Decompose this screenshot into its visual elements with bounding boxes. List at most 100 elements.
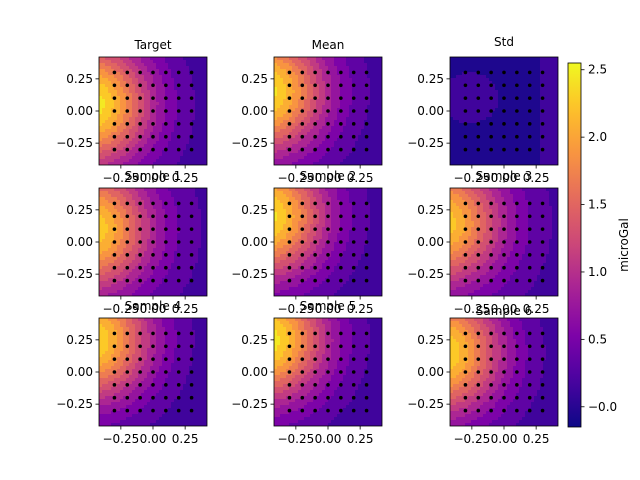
heatmap-cell [165, 212, 169, 216]
heatmap-cell [456, 135, 460, 139]
heatmap-cell [555, 147, 558, 151]
heatmap-cell [328, 114, 332, 118]
heatmap-cell [519, 147, 523, 151]
heatmap-cell [373, 90, 377, 94]
heatmap-cell [156, 239, 160, 243]
heatmap-cell [343, 114, 347, 118]
heatmap-cell [468, 93, 472, 97]
heatmap-cell [156, 63, 160, 67]
heatmap-cell [316, 144, 320, 148]
heatmap-cell [367, 75, 371, 79]
heatmap-cell [168, 230, 172, 234]
heatmap-cell [459, 150, 463, 154]
heatmap-cell [555, 72, 558, 76]
heatmap-cell [343, 123, 347, 127]
heatmap-cell [141, 221, 145, 225]
heatmap-cell [540, 81, 544, 85]
heatmap-cell [153, 75, 157, 79]
heatmap-cell [364, 117, 368, 121]
heatmap-cell [450, 138, 454, 142]
heatmap-cell [156, 99, 160, 103]
heatmap-cell [480, 57, 484, 61]
heatmap-cell [156, 123, 160, 127]
heatmap-cell [150, 212, 154, 216]
heatmap-cell [135, 129, 139, 133]
heatmap-cell [165, 99, 169, 103]
heatmap-cell [177, 81, 181, 85]
heatmap-cell [168, 218, 172, 222]
station-point [151, 83, 155, 88]
heatmap-cell [319, 69, 323, 73]
heatmap-cell [132, 257, 136, 261]
heatmap-cell [126, 281, 130, 285]
heatmap-cell [528, 66, 532, 70]
heatmap-cell [498, 132, 502, 136]
heatmap-cell [159, 206, 163, 210]
heatmap-cell [513, 156, 517, 160]
heatmap-cell [114, 102, 118, 106]
heatmap-cell [105, 156, 109, 160]
heatmap-cell [159, 287, 163, 291]
heatmap-cell [552, 129, 556, 133]
heatmap-cell [159, 114, 163, 118]
heatmap-cell [516, 81, 520, 85]
heatmap-cell [453, 144, 457, 148]
heatmap-cell [126, 60, 130, 64]
heatmap-cell [334, 93, 338, 97]
heatmap-cell [522, 102, 526, 106]
heatmap-cell [114, 111, 118, 115]
heatmap-cell [111, 290, 115, 294]
heatmap-cell [204, 162, 207, 165]
heatmap-cell [376, 111, 380, 115]
heatmap-cell [135, 242, 139, 246]
heatmap-cell [99, 75, 103, 79]
heatmap-cell [361, 66, 365, 70]
heatmap-cell [144, 188, 148, 192]
heatmap-cell [198, 75, 202, 79]
x-tick-label: 0.00 [491, 171, 518, 185]
station-point [176, 134, 181, 139]
heatmap-cell [546, 120, 550, 124]
y-tick-label: −0.25 [231, 136, 268, 150]
heatmap-cell [159, 197, 163, 201]
heatmap-cell [132, 108, 136, 112]
heatmap-cell [337, 156, 341, 160]
heatmap-cell [516, 69, 520, 73]
heatmap-cell [352, 141, 356, 145]
heatmap-cell [141, 254, 145, 258]
heatmap-cell [153, 153, 157, 157]
heatmap-cell [516, 111, 520, 115]
heatmap-cell [352, 78, 356, 82]
heatmap-cell [346, 66, 350, 70]
heatmap-cell [135, 108, 139, 112]
heatmap-cell [280, 75, 284, 79]
heatmap-cell [543, 141, 547, 145]
heatmap-cell [307, 129, 311, 133]
heatmap-cell [162, 203, 166, 207]
heatmap-cell [486, 108, 490, 112]
heatmap-cell [459, 135, 463, 139]
heatmap-cell [135, 126, 139, 130]
panel-target: 0.250.00−0.25−0.25 0.00 0.25 [56, 56, 208, 185]
heatmap-cell [111, 81, 115, 85]
heatmap-cell [456, 72, 460, 76]
heatmap-cell [516, 102, 520, 106]
heatmap-cell [298, 132, 302, 136]
heatmap-cell [370, 117, 374, 121]
heatmap-cell [138, 90, 142, 94]
heatmap-cell [540, 87, 544, 91]
heatmap-cell [528, 138, 532, 142]
heatmap-cell [159, 129, 163, 133]
heatmap-cell [99, 78, 103, 82]
heatmap-cell [349, 126, 353, 130]
heatmap-cell [186, 75, 190, 79]
heatmap-cell [108, 129, 112, 133]
heatmap-cell [528, 78, 532, 82]
heatmap-cell [495, 87, 499, 91]
heatmap-cell [165, 191, 169, 195]
heatmap-cell [123, 245, 127, 249]
heatmap-cell [555, 135, 558, 139]
heatmap-cell [379, 147, 382, 151]
heatmap-cell [153, 278, 157, 282]
heatmap-cell [186, 135, 190, 139]
